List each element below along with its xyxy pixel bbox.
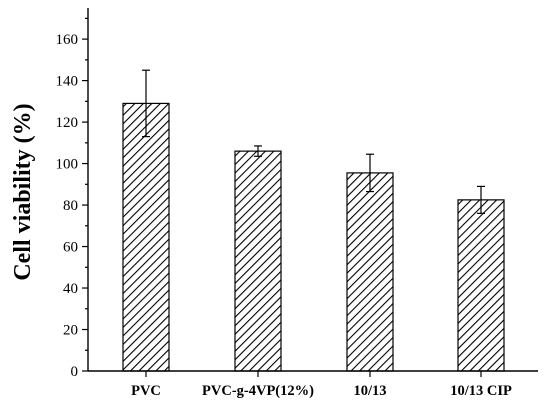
- y-tick-label-20: 20: [63, 323, 78, 339]
- y-tick-label-40: 40: [63, 281, 78, 297]
- y-tick-label-160: 160: [56, 32, 79, 48]
- y-tick-label-80: 80: [63, 198, 78, 214]
- x-tick-label-2: PVC-g-4VP(12%): [202, 383, 314, 399]
- bar-4: [457, 199, 505, 372]
- y-tick-label-120: 120: [56, 115, 79, 131]
- x-tick-label-3: 10/13: [353, 383, 386, 399]
- y-tick-label-0: 0: [71, 364, 79, 380]
- y-tick-label-140: 140: [56, 74, 79, 90]
- plot-area: 0 20 40 60 80 100 120 140 160 PVC PVC-g-4VP(12%) 10…: [56, 8, 538, 399]
- x-tick-label-1: PVC: [131, 383, 161, 399]
- x-tick-label-4: 10/13 CIP: [450, 383, 512, 399]
- y-tick-label-100: 100: [56, 157, 79, 173]
- y-tick-label-60: 60: [63, 240, 78, 256]
- bar-3: [346, 172, 394, 372]
- bar-2: [234, 150, 282, 372]
- y-axis-label: Cell viability (%): [10, 103, 36, 280]
- bar-1: [122, 102, 170, 372]
